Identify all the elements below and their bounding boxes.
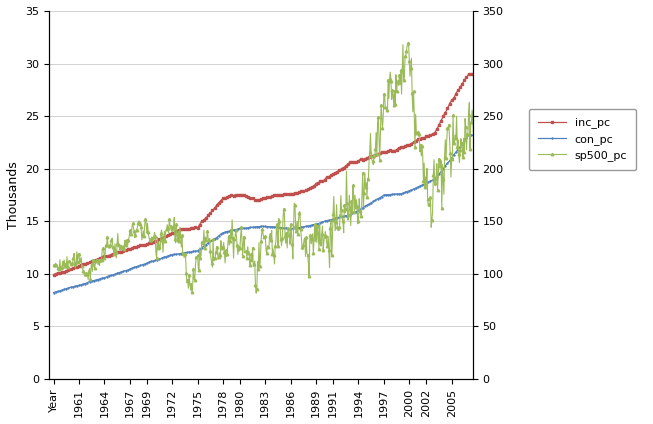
inc_pc bbox=[241, 193, 249, 198]
sp500_pc bbox=[404, 41, 412, 46]
Line: inc_pc: inc_pc bbox=[52, 73, 477, 276]
con_pc bbox=[125, 267, 133, 272]
con_pc bbox=[159, 255, 167, 260]
con_pc bbox=[50, 290, 57, 295]
sp500_pc bbox=[332, 202, 340, 207]
sp500_pc bbox=[50, 262, 57, 268]
inc_pc bbox=[368, 153, 376, 159]
sp500_pc bbox=[472, 116, 480, 121]
inc_pc bbox=[468, 71, 476, 76]
sp500_pc bbox=[241, 250, 249, 255]
con_pc bbox=[332, 215, 340, 220]
con_pc bbox=[368, 200, 376, 205]
inc_pc bbox=[332, 170, 340, 175]
sp500_pc bbox=[369, 158, 377, 163]
sp500_pc bbox=[125, 237, 133, 243]
Line: con_pc: con_pc bbox=[52, 133, 478, 294]
sp500_pc bbox=[252, 290, 260, 296]
Legend: inc_pc, con_pc, sp500_pc: inc_pc, con_pc, sp500_pc bbox=[529, 109, 636, 170]
con_pc bbox=[241, 226, 249, 231]
inc_pc bbox=[125, 246, 133, 251]
sp500_pc bbox=[300, 243, 308, 248]
inc_pc bbox=[299, 188, 307, 193]
con_pc bbox=[472, 132, 480, 137]
inc_pc bbox=[472, 72, 480, 77]
inc_pc bbox=[50, 272, 57, 277]
Line: sp500_pc: sp500_pc bbox=[52, 42, 477, 294]
sp500_pc bbox=[159, 237, 167, 243]
inc_pc bbox=[159, 235, 167, 240]
con_pc bbox=[299, 224, 307, 229]
Y-axis label: Thousands: Thousands bbox=[7, 161, 20, 229]
